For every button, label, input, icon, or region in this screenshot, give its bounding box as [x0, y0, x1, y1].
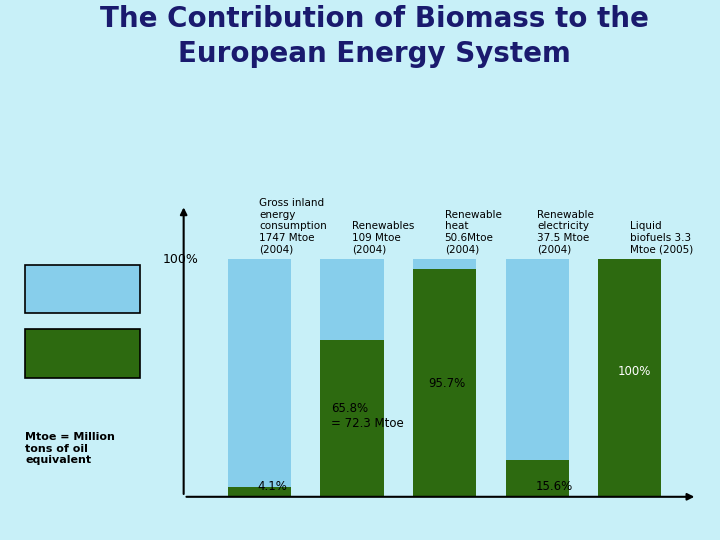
- Text: Renewable
heat
50.6Mtoe
(2004): Renewable heat 50.6Mtoe (2004): [445, 210, 502, 254]
- Text: 15.6%: 15.6%: [536, 480, 573, 493]
- Text: Mtoe = Million
tons of oil
equivalent: Mtoe = Million tons of oil equivalent: [25, 432, 115, 465]
- Text: Liquid
biofuels 3.3
Mtoe (2005): Liquid biofuels 3.3 Mtoe (2005): [630, 221, 693, 254]
- Text: 100%: 100%: [617, 365, 651, 378]
- Text: 95.7%: 95.7%: [428, 377, 465, 390]
- Bar: [228, 487, 291, 497]
- Text: The Contribution of Biomass to the
European Energy System: The Contribution of Biomass to the Europ…: [100, 5, 649, 68]
- Bar: [320, 259, 384, 340]
- Text: 100%: 100%: [163, 253, 199, 266]
- Text: Others: Others: [51, 280, 114, 298]
- Bar: [598, 259, 662, 497]
- Text: Gross inland
energy
consumption
1747 Mtoe
(2004): Gross inland energy consumption 1747 Mto…: [259, 198, 327, 254]
- Text: Renewable
electricity
37.5 Mtoe
(2004): Renewable electricity 37.5 Mtoe (2004): [537, 210, 594, 254]
- Text: 4.1%: 4.1%: [258, 480, 287, 493]
- Text: 65.8%
= 72.3 Mtoe: 65.8% = 72.3 Mtoe: [331, 402, 404, 430]
- Bar: [505, 460, 569, 497]
- Bar: [320, 340, 384, 497]
- Bar: [228, 259, 291, 487]
- Bar: [413, 269, 476, 497]
- Text: Renewables
109 Mtoe
(2004): Renewables 109 Mtoe (2004): [352, 221, 415, 254]
- Text: Biomass: Biomass: [44, 345, 122, 363]
- Bar: [413, 259, 476, 269]
- Bar: [505, 259, 569, 460]
